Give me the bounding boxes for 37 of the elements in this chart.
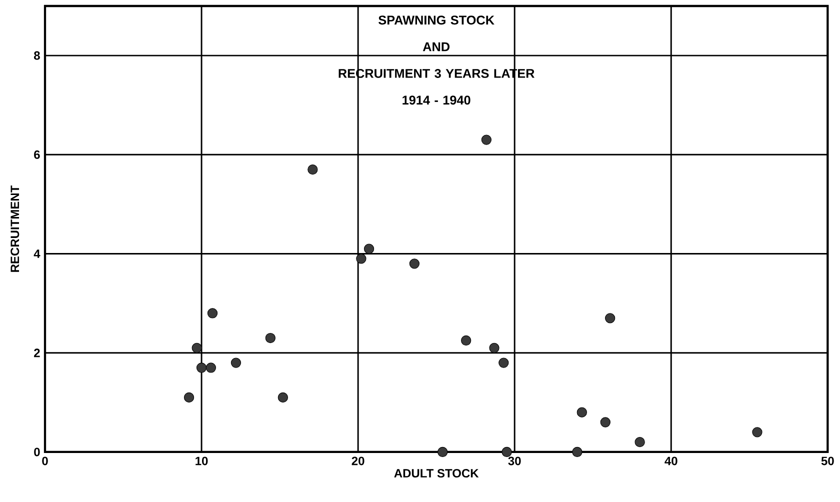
x-tick-label: 20: [352, 456, 364, 466]
point: [634, 437, 645, 448]
point: [489, 342, 500, 353]
x-tick-label: 40: [664, 456, 678, 466]
y-tick-label: 0: [34, 448, 40, 456]
point: [196, 362, 207, 373]
point: [308, 164, 318, 175]
point: [192, 342, 202, 353]
y-tick-label: 8: [34, 51, 40, 60]
x-axis-title: ADULT STOCK: [394, 469, 479, 478]
point: [752, 427, 762, 438]
point: [600, 417, 610, 428]
point: [438, 446, 448, 458]
x-tick-label: 30: [508, 456, 521, 466]
point: [605, 313, 616, 324]
point: [207, 308, 218, 318]
point: [576, 407, 587, 418]
point: [572, 446, 582, 458]
point: [278, 392, 288, 403]
point: [356, 254, 366, 264]
y-axis-title: RECRUITMENT: [10, 185, 20, 272]
y-tick-label: 4: [34, 250, 40, 258]
point: [461, 335, 472, 346]
x-tick-label: 10: [196, 456, 208, 466]
point: [364, 244, 374, 254]
y-tick-label: 6: [34, 150, 40, 159]
point: [265, 332, 276, 344]
x-tick-label: 50: [821, 456, 834, 466]
point: [230, 358, 242, 368]
point: [498, 358, 509, 368]
point: [502, 446, 512, 458]
x-tick-label: 0: [42, 456, 48, 466]
point: [184, 392, 194, 403]
point: [481, 134, 492, 145]
y-tick-label: 2: [34, 348, 40, 358]
point: [409, 258, 420, 269]
point: [206, 362, 216, 373]
